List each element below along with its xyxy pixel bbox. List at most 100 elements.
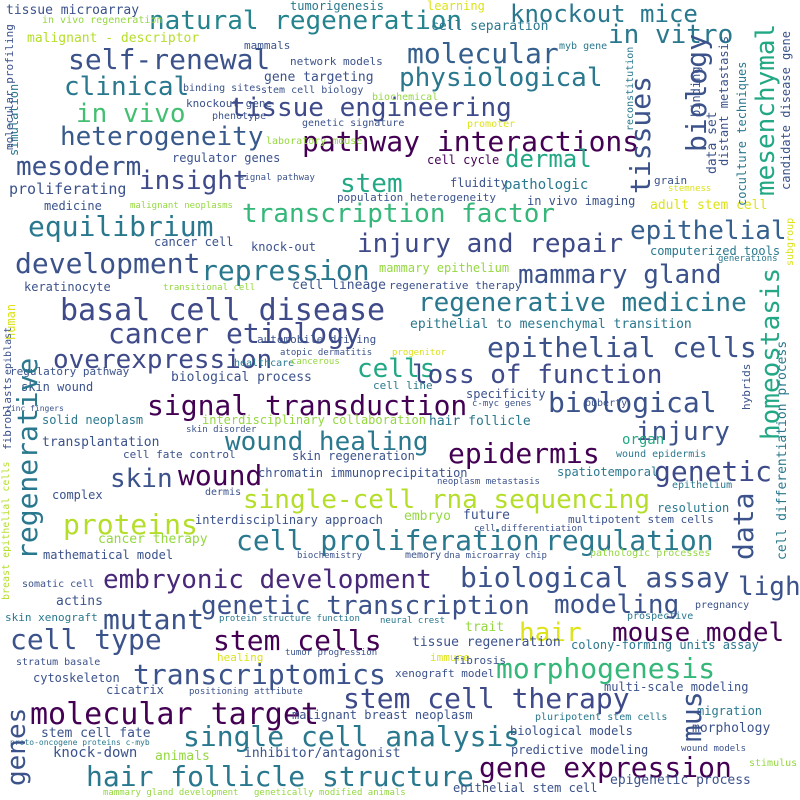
cloud-word: laboratory mouse — [266, 136, 363, 147]
cloud-word: biological models — [510, 724, 633, 738]
cloud-word: stem cells — [213, 624, 382, 657]
cloud-word: embryo — [404, 509, 451, 524]
cloud-word: cell cycle — [427, 153, 500, 167]
cloud-word: wound epidermis — [616, 449, 707, 460]
cloud-word: stem cell biology — [261, 85, 364, 96]
cloud-word: tissue regeneration — [412, 635, 561, 650]
cloud-word: injury — [636, 417, 730, 447]
cloud-word: migration — [697, 704, 763, 718]
cloud-word: stratum basale — [16, 657, 101, 668]
cloud-word: clinical — [64, 72, 190, 102]
cloud-word: spatiotemporal — [557, 465, 659, 479]
cloud-word: skin wound — [21, 380, 94, 394]
cloud-word: cell lineage — [292, 278, 386, 293]
cloud-word: stemness — [668, 184, 712, 194]
cloud-word: genetic transcription — [201, 591, 530, 621]
cloud-word: heterogeneity — [60, 122, 264, 152]
cloud-word: subgroup — [785, 217, 796, 266]
cloud-word: inhibitor/antagonist — [244, 746, 401, 761]
cloud-word: stem cell therapy — [343, 682, 630, 715]
cloud-word: knockout gene — [186, 97, 273, 110]
cloud-word: gene targeting — [264, 70, 374, 85]
cloud-word: mathematical model — [43, 548, 174, 562]
cloud-word: regulatory pathway — [10, 365, 130, 378]
cloud-word: proliferating — [9, 180, 127, 198]
cloud-word: mammary gland development — [103, 788, 239, 798]
cloud-word: hybrids — [740, 363, 753, 410]
cloud-word: zinc fingers — [6, 404, 64, 413]
cloud-word: molecular target — [30, 697, 319, 732]
cloud-word: loss of function — [412, 360, 663, 390]
cloud-word: morphogenesis — [496, 652, 716, 685]
cloud-word: cell differentiation process — [775, 340, 790, 560]
cloud-word: hair follicle — [429, 414, 531, 429]
cloud-word: cell fate control — [123, 448, 236, 461]
cloud-word: transcriptomics — [133, 658, 386, 691]
cloud-word: somatic cell — [22, 579, 95, 590]
cloud-word: organ — [622, 432, 665, 448]
cloud-word: insight — [139, 166, 249, 196]
cloud-word: interdisciplinary approach — [195, 513, 383, 527]
cloud-word: mouse model — [612, 618, 785, 648]
cloud-word: in vivo regeneration — [42, 15, 163, 26]
cloud-word: proto-oncogene proteins c-myb — [10, 738, 150, 747]
cloud-word: in vivo imaging — [527, 194, 636, 208]
cloud-word: adult stem cell — [650, 198, 768, 213]
cloud-word: signal transduction — [147, 389, 468, 422]
cloud-word: modeling — [554, 590, 680, 620]
cloud-word: specificity — [466, 387, 546, 401]
cloud-word: mus — [675, 691, 708, 742]
cloud-word: hair — [519, 618, 582, 648]
cloud-word: neoplasm metastasis — [437, 477, 540, 487]
cloud-word: epithelial — [630, 216, 787, 246]
cloud-word: keratinocyte — [24, 280, 111, 294]
cloud-word: stimulus — [749, 758, 798, 769]
cloud-word: cells — [357, 354, 436, 384]
cloud-word: cancer therapy — [98, 532, 208, 547]
cloud-word: cell differentiation — [474, 524, 583, 534]
cloud-word: grain — [654, 174, 688, 187]
cloud-word: wound — [178, 459, 263, 492]
cloud-word: regenerative — [11, 357, 44, 560]
cloud-word: automobile driving — [257, 333, 377, 346]
cloud-word: cancer cell — [154, 235, 234, 249]
cloud-word: progenitor — [392, 348, 447, 358]
cloud-word: knockout mice — [510, 0, 698, 28]
cloud-word: network models — [290, 55, 383, 68]
cloud-word: cytoskeleton — [33, 671, 120, 685]
cloud-word: genetically modified animals — [254, 788, 406, 798]
cloud-word: breast epithelial cells — [1, 461, 12, 600]
cloud-word: mammals — [244, 39, 291, 52]
cloud-word: pregnancy — [695, 600, 750, 611]
cloud-word: biological process — [171, 370, 312, 385]
cloud-word: malignant breast neoplasm — [292, 708, 473, 722]
cloud-word: genetic — [654, 455, 773, 488]
cloud-word: pathologic — [504, 177, 589, 193]
cloud-word: cicatrix — [106, 683, 164, 697]
cloud-word: biochemistry — [297, 551, 363, 561]
cloud-word: malignant - descriptor — [27, 31, 200, 46]
cloud-word: transplantation — [42, 435, 160, 450]
cloud-word: medicine — [44, 199, 102, 213]
cloud-word: puberty — [585, 398, 628, 409]
cloud-word: transitional cell — [163, 283, 256, 293]
cloud-word: cell proliferation — [236, 524, 540, 557]
cloud-word: multi-scale modeling — [604, 680, 749, 694]
cloud-word: promoter — [467, 119, 516, 130]
cloud-word: future — [463, 508, 510, 523]
cloud-word: atopic dermatitis — [280, 348, 373, 358]
cloud-word: cancer etiology — [108, 317, 361, 350]
cloud-word: myb gene — [559, 41, 608, 52]
cloud-word: epithelial to mesenchymal transition — [410, 317, 692, 332]
cloud-word: trait — [465, 620, 505, 635]
cloud-word: in vivo — [76, 99, 186, 129]
cloud-word: overexpression — [53, 345, 273, 375]
cloud-word: solid neoplasm — [42, 413, 144, 427]
cloud-word: fibroblasts — [1, 377, 14, 450]
cloud-word: prospective — [627, 611, 694, 622]
cloud-word: protein structure function — [219, 614, 360, 624]
cloud-word: embryonic development — [103, 565, 432, 595]
cloud-word: epithelial stem cell — [453, 781, 598, 795]
cloud-word: signal pathway — [239, 173, 315, 183]
